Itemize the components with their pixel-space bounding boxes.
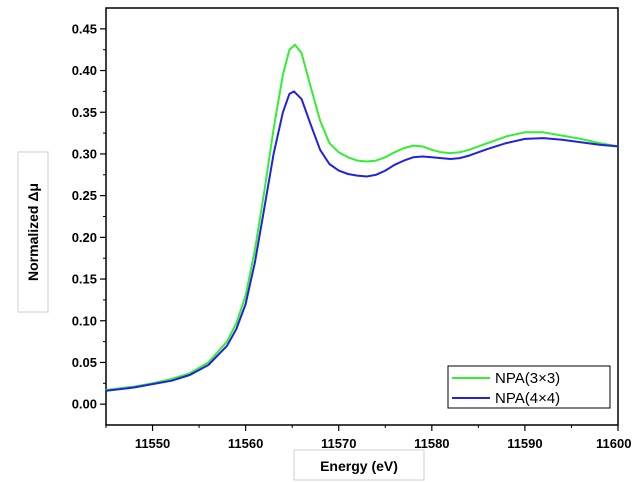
x-tick-label: 11600 xyxy=(596,436,631,451)
x-axis-label: Energy (eV) xyxy=(320,458,398,474)
series-layer xyxy=(105,43,619,392)
y-tick-label: 0.45 xyxy=(72,21,97,36)
y-tick-label: 0.10 xyxy=(72,313,97,328)
y-tick-label: 0.05 xyxy=(72,355,97,370)
y-axis-title: Normalized Δμ xyxy=(17,151,49,313)
x-axis-ticks: 11550 11560 11570 11580 11590 11600 xyxy=(105,425,631,451)
plot-frame xyxy=(105,7,619,426)
series-line-1 xyxy=(105,43,619,391)
legend-label-2: NPA(4×4) xyxy=(495,390,560,407)
y-tick-label: 0.35 xyxy=(72,105,97,120)
legend-label-1: NPA(3×3) xyxy=(495,370,560,387)
y-axis-label: Normalized Δμ xyxy=(25,183,41,281)
x-tick-label: 11570 xyxy=(321,436,356,451)
y-tick-label: 0.25 xyxy=(72,188,97,203)
x-tick-label: 11580 xyxy=(414,436,449,451)
legend: NPA(3×3) NPA(4×4) xyxy=(447,365,611,409)
y-tick-label: 0.20 xyxy=(72,230,97,245)
x-axis-title: Energy (eV) xyxy=(293,449,425,481)
x-tick-label: 11560 xyxy=(228,436,263,451)
x-tick-label: 11590 xyxy=(507,436,542,451)
y-tick-label: 0.30 xyxy=(72,146,97,161)
legend-box xyxy=(447,365,611,409)
x-tick-label: 11550 xyxy=(135,436,170,451)
series-line-2 xyxy=(105,90,619,392)
y-axis-ticks: 0.00 0.05 0.10 0.15 0.20 0.25 0.30 0.35 0.40 0.45 xyxy=(72,21,106,412)
y-tick-label: 0.00 xyxy=(72,397,97,412)
y-tick-label: 0.40 xyxy=(72,63,97,78)
y-tick-label: 0.15 xyxy=(72,272,97,287)
plot-area: 11550 11560 11570 11580 11590 11600 0.000.050… xyxy=(72,7,631,451)
